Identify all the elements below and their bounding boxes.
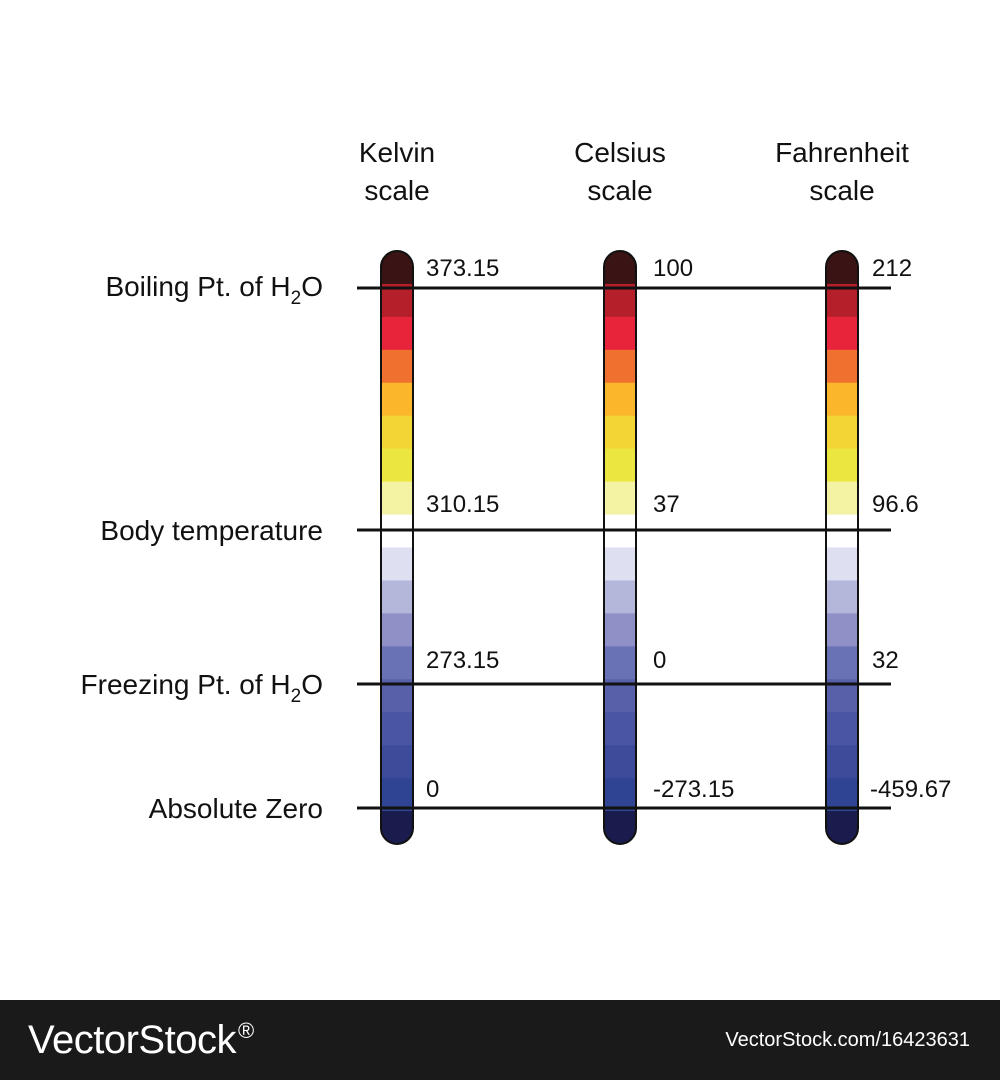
celsius-band-2 (604, 316, 636, 351)
fahrenheit-title-line2: scale (809, 175, 874, 206)
fahrenheit-band-17 (826, 811, 858, 844)
celsius-freezing-value: 0 (653, 647, 666, 674)
fahrenheit-band-14 (826, 712, 858, 746)
celsius-band-16 (604, 778, 636, 812)
celsius-title-line2: scale (587, 175, 652, 206)
kelvin-band-2 (381, 316, 413, 351)
absolute-zero-label: Absolute Zero (149, 793, 323, 824)
fahrenheit-zero-value: -459.67 (870, 776, 951, 803)
fahrenheit-band-4 (826, 382, 858, 417)
fahrenheit-thermometer-outline (825, 250, 859, 845)
celsius-band-4 (604, 382, 636, 417)
fahrenheit-band-16 (826, 778, 858, 812)
kelvin-thermometer-outline (380, 250, 414, 845)
kelvin-band-6 (381, 448, 413, 483)
celsius-body-value: 37 (653, 491, 680, 518)
fahrenheit-boiling-value: 212 (872, 255, 912, 282)
kelvin-band-9 (381, 547, 413, 582)
watermark-bar: VectorStock® VectorStock.com/16423631 (0, 1000, 1000, 1080)
kelvin-title-line1: Kelvin (359, 137, 435, 168)
celsius-band-3 (604, 349, 636, 384)
celsius-thermometer (604, 251, 636, 844)
celsius-band-6 (604, 448, 636, 483)
image-reference: VectorStock.com/16423631 (725, 1028, 970, 1051)
temperature-scales-diagram: Kelvin scale Celsius scale Fahrenheit sc… (81, 137, 951, 845)
freezing-point-label: Freezing Pt. of H2O (81, 669, 323, 707)
fahrenheit-band-0 (826, 251, 858, 285)
kelvin-band-12 (381, 646, 413, 680)
celsius-zero-value: -273.15 (653, 776, 734, 803)
vectorstock-logo: VectorStock® (28, 1017, 254, 1062)
celsius-band-15 (604, 745, 636, 779)
kelvin-band-17 (381, 811, 413, 844)
kelvin-band-4 (381, 382, 413, 417)
fahrenheit-freezing-value: 32 (872, 647, 899, 674)
kelvin-band-10 (381, 580, 413, 614)
fahrenheit-band-5 (826, 415, 858, 450)
celsius-band-17 (604, 811, 636, 844)
fahrenheit-band-3 (826, 349, 858, 384)
fahrenheit-band-6 (826, 448, 858, 483)
celsius-band-0 (604, 251, 636, 285)
kelvin-band-15 (381, 745, 413, 779)
kelvin-band-16 (381, 778, 413, 812)
fahrenheit-band-1 (826, 283, 858, 318)
fahrenheit-thermometer (826, 251, 858, 844)
fahrenheit-band-7 (826, 481, 858, 516)
kelvin-freezing-value: 273.15 (426, 647, 499, 674)
celsius-band-1 (604, 283, 636, 318)
celsius-thermometer-outline (603, 250, 637, 845)
fahrenheit-band-2 (826, 316, 858, 351)
celsius-boiling-value: 100 (653, 255, 693, 282)
kelvin-zero-value: 0 (426, 776, 439, 803)
celsius-band-11 (604, 613, 636, 647)
kelvin-title-line2: scale (364, 175, 429, 206)
kelvin-band-14 (381, 712, 413, 746)
kelvin-band-3 (381, 349, 413, 384)
fahrenheit-band-10 (826, 580, 858, 614)
fahrenheit-band-9 (826, 547, 858, 582)
fahrenheit-band-12 (826, 646, 858, 680)
fahrenheit-band-11 (826, 613, 858, 647)
celsius-band-5 (604, 415, 636, 450)
kelvin-band-11 (381, 613, 413, 647)
body-temperature-label: Body temperature (100, 515, 323, 546)
celsius-band-9 (604, 547, 636, 582)
celsius-band-10 (604, 580, 636, 614)
boiling-point-label: Boiling Pt. of H2O (105, 271, 323, 309)
celsius-band-14 (604, 712, 636, 746)
kelvin-band-7 (381, 481, 413, 516)
fahrenheit-body-value: 96.6 (872, 491, 919, 518)
fahrenheit-title-line1: Fahrenheit (775, 137, 909, 168)
kelvin-thermometer (381, 251, 413, 844)
kelvin-boiling-value: 373.15 (426, 255, 499, 282)
kelvin-band-5 (381, 415, 413, 450)
celsius-band-7 (604, 481, 636, 516)
kelvin-band-1 (381, 283, 413, 318)
celsius-title-line1: Celsius (574, 137, 666, 168)
fahrenheit-band-15 (826, 745, 858, 779)
celsius-band-12 (604, 646, 636, 680)
kelvin-band-0 (381, 251, 413, 285)
kelvin-body-value: 310.15 (426, 491, 499, 518)
